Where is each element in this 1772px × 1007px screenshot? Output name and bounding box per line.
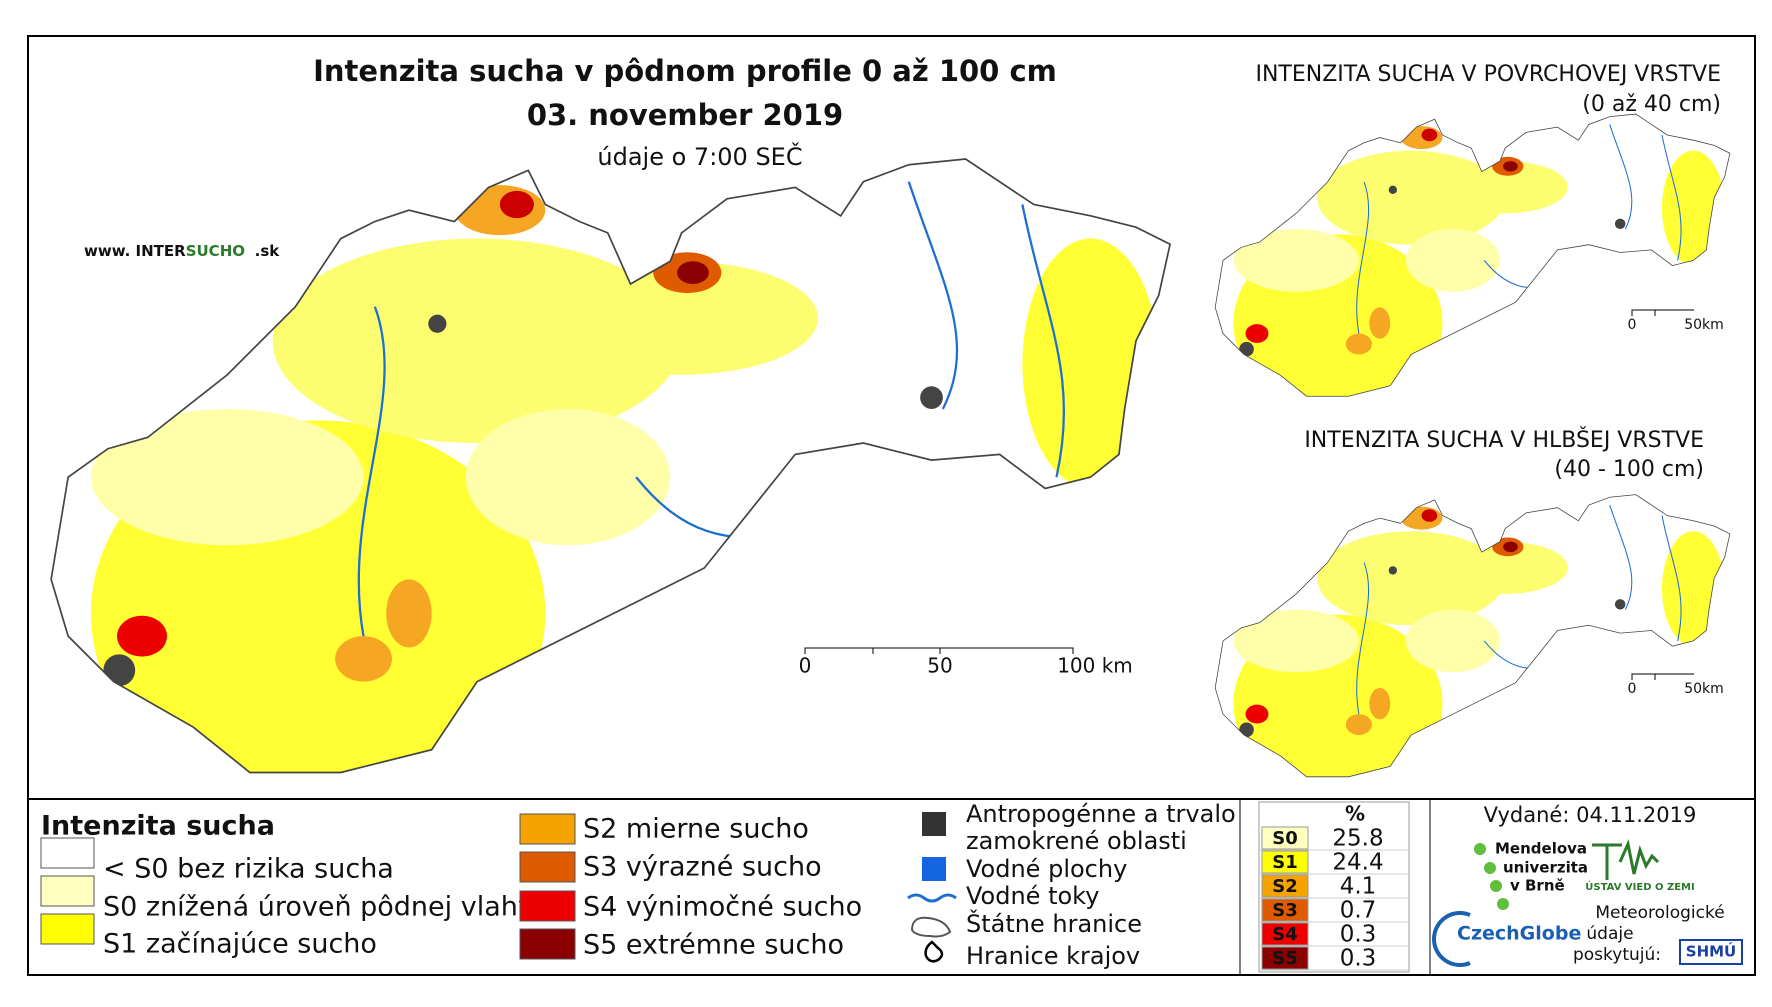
- class-cell: [1261, 874, 1309, 898]
- scale-label: 0: [799, 654, 812, 678]
- percent-table: % S0 25.8 S1 24.4 S2 4.1 S3 0.7 S4 0.3 S5 0.3: [1258, 801, 1410, 973]
- class-label: S1: [1272, 852, 1298, 873]
- class-label: S4: [1272, 924, 1298, 945]
- region-icon: [924, 940, 944, 963]
- legend-symbol: Štátne hranice: [966, 908, 1142, 938]
- site-suffix: .sk: [255, 242, 281, 260]
- class-cell: [1261, 898, 1309, 922]
- class-cell: [1261, 850, 1309, 874]
- class-cell: [1261, 826, 1309, 850]
- inset-subtitle: (0 až 40 cm): [1582, 92, 1721, 117]
- scale-label: 0: [1628, 317, 1637, 333]
- inset-map-deep: [1215, 495, 1730, 793]
- legend-item: S2 mierne sucho: [583, 814, 809, 845]
- class-cell: [1261, 922, 1309, 946]
- provider-text: údaje: [1586, 924, 1633, 944]
- issued-date: Vydané: 04.11.2019: [1484, 803, 1697, 827]
- logo-text: v Brně: [1510, 877, 1565, 895]
- inset-title: INTENZITA SUCHA V HLBŠEJ VRSTVE: [1304, 427, 1704, 453]
- logo-text: Mendelova: [1495, 840, 1587, 858]
- logo-text: CzechGlobe: [1457, 923, 1581, 945]
- percent-value: 24.4: [1332, 850, 1383, 876]
- inset-map-surface: [1215, 114, 1730, 412]
- class-label: S5: [1272, 948, 1298, 969]
- class-cell: [1261, 946, 1309, 970]
- percent-value: 0.7: [1340, 898, 1377, 924]
- provider-text: Meteorologické: [1595, 903, 1724, 923]
- logo-text: SHMÚ: [1686, 942, 1736, 961]
- site-prefix: www. INTER: [84, 242, 186, 260]
- percent-value: 0.3: [1340, 946, 1377, 972]
- legend-title: Intenzita sucha: [41, 811, 275, 842]
- swatch: [40, 875, 95, 907]
- legend-symbol: Antropogénne a trvalo: [966, 800, 1236, 828]
- inset-title: INTENZITA SUCHA V POVRCHOVEJ VRSTVE: [1255, 62, 1721, 87]
- class-label: S3: [1272, 900, 1298, 921]
- date: 03. november 2019: [527, 98, 843, 132]
- scale-label: 50km: [1684, 317, 1724, 333]
- swatch: [519, 890, 576, 922]
- swatch: [519, 851, 576, 883]
- legend-symbol: Hranice krajov: [966, 942, 1140, 970]
- legend-item: S0 znížená úroveň pôdnej vlahy: [103, 892, 534, 923]
- logo-text: univerzita: [1503, 859, 1588, 877]
- provider-text: poskytujú:: [1573, 945, 1661, 965]
- scale-label: 50km: [1684, 681, 1724, 697]
- scale-label: 0: [1628, 681, 1637, 697]
- website: www. INTERSUCHO .sk: [84, 242, 280, 260]
- subtitle: údaje o 7:00 SEČ: [597, 141, 802, 171]
- swatch: [922, 857, 946, 881]
- legend-item: S4 výnimočné sucho: [583, 892, 862, 923]
- swatch: [40, 837, 95, 869]
- inset-subtitle: (40 - 100 cm): [1554, 457, 1704, 482]
- swatch: [519, 813, 576, 845]
- legend-item: < S0 bez rizika sucha: [103, 854, 394, 885]
- legend-item: S3 výrazné sucho: [583, 852, 822, 883]
- legend-symbol: Vodné plochy: [966, 855, 1127, 883]
- table-header: %: [1345, 802, 1365, 826]
- scale-label: 100 km: [1057, 654, 1133, 678]
- site-brand: SUCHO: [186, 242, 245, 260]
- percent-value: 4.1: [1340, 874, 1377, 900]
- frame: [27, 35, 1756, 976]
- percent-value: 25.8: [1332, 826, 1383, 852]
- river-icon: [907, 893, 957, 903]
- percent-value: 0.3: [1340, 922, 1377, 948]
- swatch: [922, 812, 946, 836]
- swatch: [40, 913, 95, 945]
- legend: Intenzita sucha < S0 bez rizika sucha S0…: [40, 800, 1236, 970]
- legend-symbol: zamokrené oblasti: [966, 827, 1187, 855]
- logo-text: ÚSTAV VIED O ZEMI: [1585, 880, 1694, 893]
- class-label: S0: [1272, 828, 1298, 849]
- title: Intenzita sucha v pôdnom profile 0 až 10…: [313, 54, 1057, 88]
- legend-item: S1 začínajúce sucho: [103, 929, 377, 960]
- legend-symbol: Vodné toky: [966, 882, 1099, 910]
- legend-item: S5 extrémne sucho: [583, 930, 844, 961]
- scale-label: 50: [927, 654, 952, 678]
- class-label: S2: [1272, 876, 1298, 897]
- border-icon: [910, 916, 952, 938]
- logos: Mendelova univerzita v Brně CzechGlobe Ú…: [1432, 839, 1743, 967]
- main-scale: 0 50 100 km: [799, 647, 1133, 678]
- swatch: [519, 928, 576, 960]
